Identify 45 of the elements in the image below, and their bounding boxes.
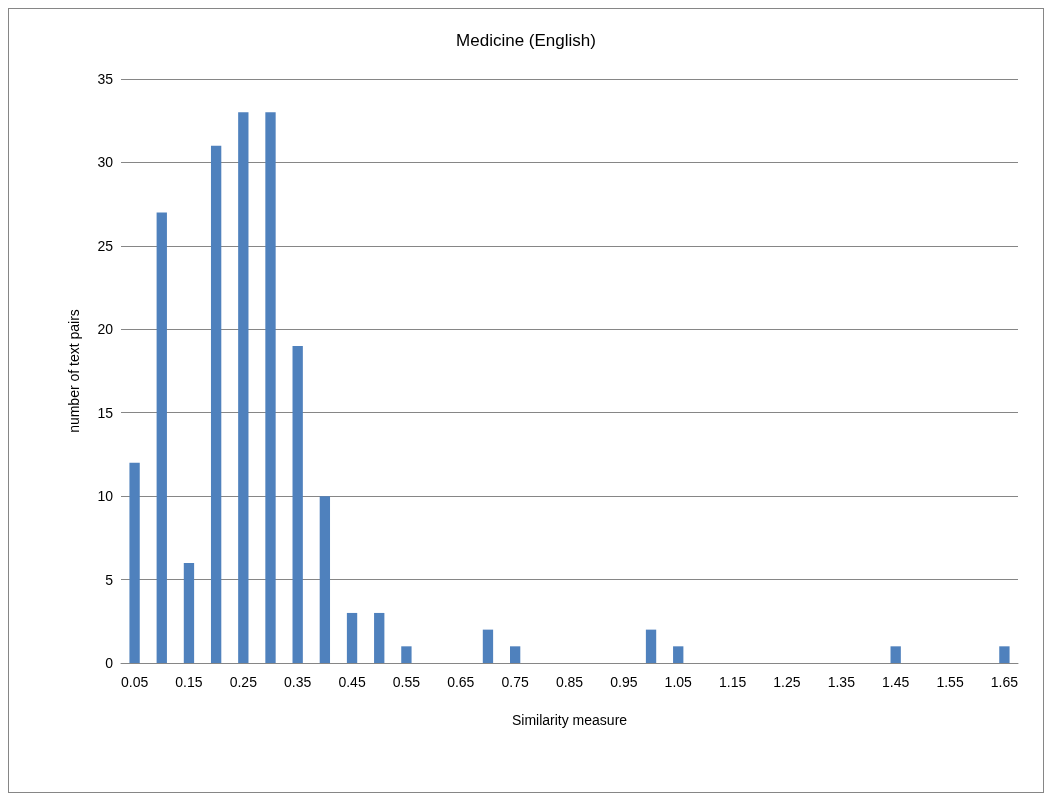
- bar: [319, 496, 331, 663]
- bar: [401, 646, 412, 663]
- x-tick-label: 1.45: [882, 674, 910, 690]
- x-tick-label: 1.25: [773, 674, 801, 690]
- bar: [129, 462, 140, 663]
- x-tick-label: 0.25: [229, 674, 258, 690]
- bar: [509, 646, 521, 663]
- y-tick-label: 5: [105, 571, 114, 588]
- x-tick-label: 0.65: [447, 674, 475, 690]
- bar: [374, 612, 385, 663]
- bar: [346, 612, 358, 663]
- x-tick-label: 0.15: [175, 674, 203, 690]
- x-tick-label: 1.65: [990, 674, 1019, 690]
- y-tick-label: 20: [97, 321, 114, 338]
- chart-title: Medicine (English): [456, 31, 596, 50]
- bar: [238, 112, 249, 663]
- y-tick-label: 10: [97, 488, 114, 505]
- y-tick-label: 35: [97, 71, 114, 87]
- bar: [265, 112, 276, 663]
- bar: [183, 562, 195, 663]
- x-tick-label: 1.05: [664, 674, 693, 690]
- x-tick-label: 0.75: [501, 674, 529, 690]
- x-tick-label: 0.35: [284, 674, 312, 690]
- y-tick-label: 30: [97, 154, 114, 171]
- x-tick-label: 0.05: [120, 674, 149, 690]
- bar: [673, 646, 684, 663]
- x-tick-label: 1.35: [827, 674, 856, 690]
- bar: [292, 345, 303, 663]
- y-axis-title: number of text pairs: [66, 309, 82, 433]
- x-tick-label: 0.45: [338, 674, 366, 690]
- bar: [482, 629, 494, 663]
- y-tick-label: 15: [97, 404, 114, 421]
- bar: [156, 212, 167, 663]
- bar: [645, 629, 657, 663]
- x-tick-label: 0.95: [610, 674, 638, 690]
- bar: [210, 145, 222, 663]
- x-tick-label: 0.55: [392, 674, 421, 690]
- bar: [890, 646, 901, 663]
- x-tick-label: 1.55: [936, 674, 964, 690]
- x-axis-title: Similarity measure: [511, 712, 628, 728]
- x-tick-label: 0.85: [555, 674, 584, 690]
- y-tick-label: 25: [97, 237, 114, 254]
- y-tick-label: 0: [105, 655, 114, 671]
- x-tick-label: 1.15: [718, 674, 747, 690]
- bar: [999, 646, 1010, 663]
